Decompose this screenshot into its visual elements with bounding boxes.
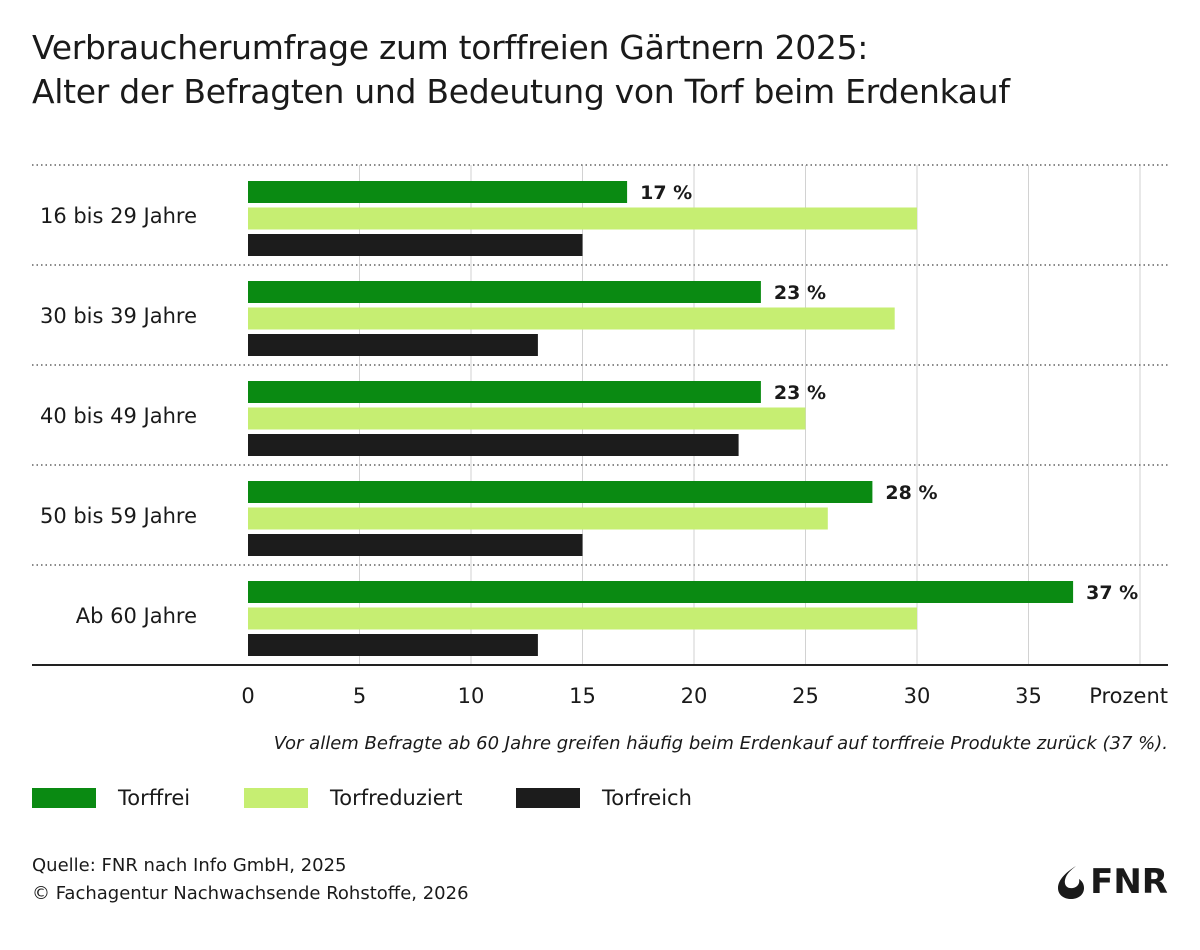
bar-torfreich [248,434,739,456]
legend: Torffrei Torfreduziert Torfreich [32,783,1132,813]
data-label: 17 % [640,182,692,204]
category-label: 50 bis 59 Jahre [40,504,197,528]
x-tick-label: 35 [1015,684,1042,708]
fnr-logo-text: FNR [1090,862,1168,902]
bar-torfreduziert [248,207,917,230]
category-label: 16 bis 29 Jahre [40,204,197,228]
bar-torffrei [248,281,761,303]
legend-item-torfreich: Torfreich [516,783,692,813]
legend-item-torffrei: Torffrei [32,783,190,813]
data-label: 28 % [885,482,937,504]
legend-label: Torfreich [602,786,692,810]
legend-label: Torfreduziert [330,786,463,810]
x-tick-label: 10 [458,684,485,708]
category-label: 40 bis 49 Jahre [40,404,197,428]
copyright-line: © Fachagentur Nachwachsende Rohstoffe, 2… [32,883,469,904]
chart-title-line-2: Alter der Befragten und Bedeutung von To… [32,72,1010,111]
source: Quelle: FNR nach Info GmbH, 2025 © Facha… [32,852,469,908]
category-label: 30 bis 39 Jahre [40,304,197,328]
bar-torfreich [248,534,583,556]
category-label: Ab 60 Jahre [76,604,197,628]
data-label: 23 % [774,282,826,304]
bar-torfreduziert [248,507,828,530]
data-label: 23 % [774,382,826,404]
fnr-flame-icon [1058,866,1085,899]
bar-torfreich [248,334,538,356]
data-label: 37 % [1086,582,1138,604]
x-axis-label: Prozent [1089,684,1168,708]
bar-torfreich [248,634,538,656]
x-tick-label: 20 [681,684,708,708]
x-tick-label: 15 [569,684,596,708]
legend-swatch [516,788,580,808]
bar-torffrei [248,181,628,203]
bar-torffrei [248,581,1074,603]
x-tick-label: 25 [792,684,819,708]
bar-torfreduziert [248,407,806,430]
bar-chart: 17 % 16 bis 29 Jahre 23 % 30 bis 39 Jahre 23… [32,164,1168,708]
chart-title: Verbraucherumfrage zum torffreien Gärtne… [32,26,1010,114]
bar-torfreduziert [248,307,895,330]
bar-torffrei [248,381,761,403]
legend-swatch [244,788,308,808]
chart-note: Vor allem Befragte ab 60 Jahre greifen h… [273,733,1168,754]
fnr-logo: FNR [1054,862,1168,902]
chart-title-line-1: Verbraucherumfrage zum torffreien Gärtne… [32,28,869,67]
legend-label: Torffrei [118,786,191,810]
bar-torfreich [248,234,583,256]
legend-swatch [32,788,96,808]
x-tick-label: 0 [241,684,254,708]
bar-torffrei [248,481,873,503]
legend-item-torfreduziert: Torfreduziert [244,783,463,813]
source-line: Quelle: FNR nach Info GmbH, 2025 [32,855,347,876]
bar-torfreduziert [248,607,917,630]
x-tick-label: 30 [904,684,931,708]
x-tick-label: 5 [353,684,366,708]
